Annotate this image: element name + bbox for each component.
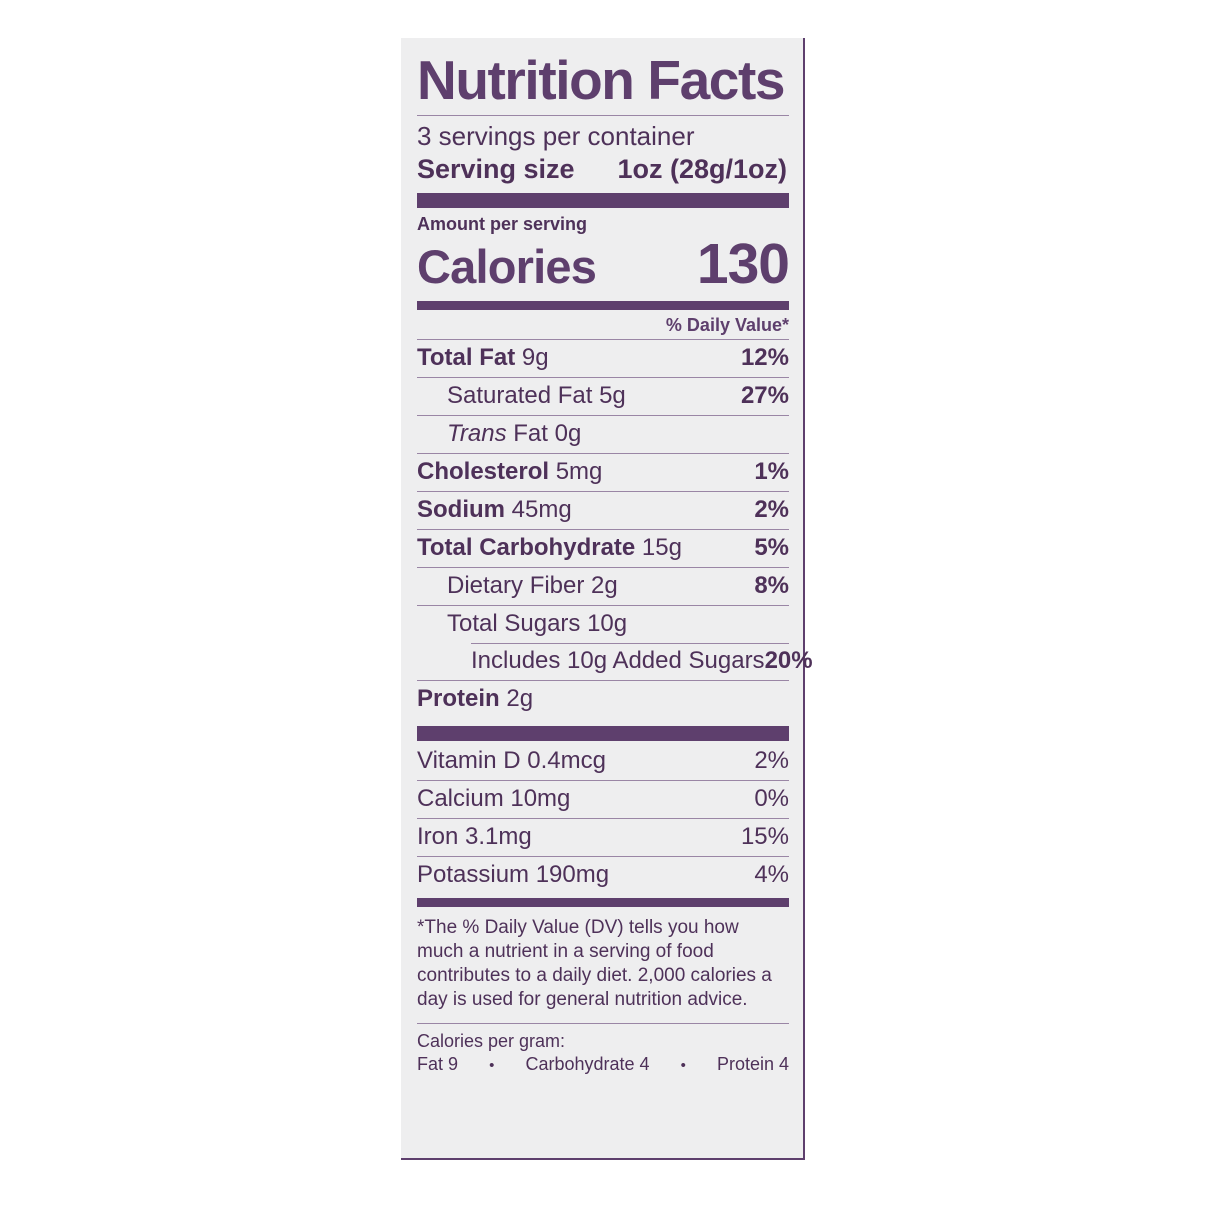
nutrient-name-total-carbohydrate: Total Carbohydrate 15g <box>417 534 682 562</box>
vitamin-name-iron: Iron 3.1mg <box>417 823 532 851</box>
total-carbohydrate-amount: 15g <box>635 534 682 562</box>
nutrient-pct-cholesterol: 1% <box>754 458 789 486</box>
nutrient-name-trans-fat: Trans Fat 0g <box>447 420 581 448</box>
table-row-vitamin-d: Vitamin D 0.4mcg 2% <box>417 741 789 780</box>
calories-per-gram-title: Calories per gram: <box>417 1031 566 1052</box>
vitamin-name-potassium: Potassium 190mg <box>417 861 610 889</box>
table-row-protein: Protein 2g <box>417 680 789 718</box>
calories-per-gram-fat: Fat 9 <box>417 1054 459 1075</box>
protein-amount: 2g <box>499 685 534 713</box>
nutrient-name-protein: Protein 2g <box>417 685 533 713</box>
vitamin-pct-iron: 15% <box>740 823 789 851</box>
table-row-total-fat: Total Fat 9g 12% <box>417 339 789 377</box>
divider-bar-thick-top <box>417 193 789 209</box>
protein-bold: Protein <box>417 685 500 713</box>
calories-per-gram-row: Fat 9 • Carbohydrate 4 • Protein 4 <box>417 1054 789 1075</box>
table-row-saturated-fat: Saturated Fat 5g 27% <box>417 377 789 415</box>
calories-value: 130 <box>696 232 790 297</box>
vitamin-name-calcium: Calcium 10mg <box>417 785 571 813</box>
table-row-cholesterol: Cholesterol 5mg 1% <box>417 453 789 491</box>
table-row-sodium: Sodium 45mg 2% <box>417 491 789 529</box>
vitamin-pct-vitamin-d: 2% <box>754 747 789 775</box>
nutrient-name-cholesterol: Cholesterol 5mg <box>417 458 602 486</box>
title-divider <box>417 114 789 116</box>
cholesterol-bold: Cholesterol <box>417 458 550 486</box>
nutrient-pct-added-sugars: 20% <box>764 647 813 675</box>
amount-per-serving-label: Amount per serving <box>417 214 588 235</box>
servings-per-container: 3 servings per container <box>417 120 695 151</box>
table-row-total-sugars: Total Sugars 10g <box>417 605 789 643</box>
divider-bar-medium-footnote <box>417 898 789 908</box>
calories-per-gram-carbohydrate: Carbohydrate 4 <box>525 1054 650 1075</box>
divider-bar-thick-vitamins <box>417 726 789 742</box>
separator-dot-2-icon: • <box>680 1057 686 1075</box>
separator-dot-1-icon: • <box>489 1057 495 1075</box>
table-row-iron: Iron 3.1mg 15% <box>417 818 789 856</box>
total-carbohydrate-bold: Total Carbohydrate <box>417 534 636 562</box>
nutrient-pct-dietary-fiber: 8% <box>754 572 789 600</box>
nutrient-name-total-sugars: Total Sugars 10g <box>447 610 628 638</box>
nutrient-pct-total-carbohydrate: 5% <box>754 534 789 562</box>
total-fat-amount: 9g <box>515 344 549 372</box>
sodium-amount: 45mg <box>505 496 572 524</box>
vitamin-name-vitamin-d: Vitamin D 0.4mcg <box>417 747 606 775</box>
table-row-calcium: Calcium 10mg 0% <box>417 780 789 818</box>
cholesterol-amount: 5mg <box>549 458 603 486</box>
divider-bar-medium-calories <box>417 301 789 311</box>
serving-size-label: Serving size <box>417 154 575 185</box>
trans-italic-word: Trans <box>447 420 507 448</box>
nutrient-pct-saturated-fat: 27% <box>740 382 789 410</box>
footnote-divider <box>417 1023 789 1025</box>
calories-row: Calories 130 <box>417 231 790 297</box>
calories-label: Calories <box>417 240 597 294</box>
sodium-bold: Sodium <box>417 496 505 524</box>
table-row-added-sugars: Includes 10g Added Sugars 20% <box>417 643 813 680</box>
serving-size-value: 1oz (28g/1oz) <box>617 154 787 185</box>
trans-fat-amount: Fat 0g <box>506 420 582 448</box>
nutrient-name-sodium: Sodium 45mg <box>417 496 572 524</box>
table-row-total-carbohydrate: Total Carbohydrate 15g 5% <box>417 529 789 567</box>
calories-per-gram-protein: Protein 4 <box>716 1054 789 1075</box>
total-fat-bold: Total Fat <box>417 344 516 372</box>
nutrient-name-total-fat: Total Fat 9g <box>417 344 549 372</box>
nutrient-pct-total-fat: 12% <box>740 344 789 372</box>
page-title: Nutrition Facts <box>417 49 785 111</box>
daily-value-footnote: *The % Daily Value (DV) tells you how mu… <box>417 917 772 1011</box>
nutrition-facts-panel: Nutrition Facts 3 servings per container… <box>401 38 813 1160</box>
nutrient-name-saturated-fat: Saturated Fat 5g <box>447 382 626 410</box>
nutrient-pct-sodium: 2% <box>754 496 789 524</box>
nutrient-name-dietary-fiber: Dietary Fiber 2g <box>447 572 618 600</box>
table-row-dietary-fiber: Dietary Fiber 2g 8% <box>417 567 789 605</box>
table-row-trans-fat: Trans Fat 0g <box>417 415 789 453</box>
vitamin-pct-potassium: 4% <box>754 861 789 889</box>
vitamin-pct-calcium: 0% <box>754 785 789 813</box>
table-row-potassium: Potassium 190mg 4% <box>417 856 789 894</box>
nutrient-name-added-sugars: Includes 10g Added Sugars <box>471 647 765 675</box>
daily-value-header: % Daily Value* <box>665 315 789 336</box>
serving-size-row: Serving size 1oz (28g/1oz) <box>417 154 789 185</box>
